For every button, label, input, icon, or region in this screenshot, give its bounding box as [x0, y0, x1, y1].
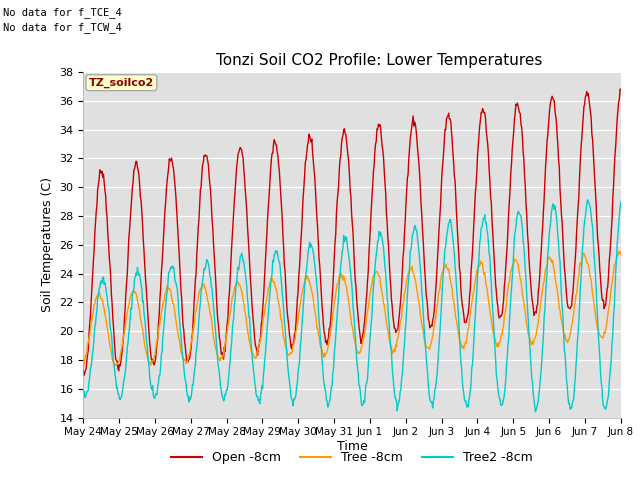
Y-axis label: Soil Temperatures (C): Soil Temperatures (C) [41, 177, 54, 312]
Tree -8cm [308, 292, 316, 298]
Tree2 -8cm [329, 371, 337, 376]
Tree2 -8cm [532, 409, 540, 415]
Tree -8cm [81, 352, 89, 358]
Tree2 -8cm [155, 381, 163, 386]
Line: Tree -8cm: Tree -8cm [83, 251, 621, 369]
Tree -8cm [79, 366, 87, 372]
Text: No data for f_TCE_4: No data for f_TCE_4 [3, 7, 122, 18]
Legend: Open -8cm, Tree -8cm, Tree2 -8cm: Open -8cm, Tree -8cm, Tree2 -8cm [166, 446, 538, 469]
Open -8cm [80, 372, 88, 378]
Open -8cm [479, 106, 486, 111]
Open -8cm [616, 86, 624, 92]
Tree2 -8cm [465, 397, 473, 403]
Tree2 -8cm [617, 199, 625, 205]
X-axis label: Time: Time [337, 440, 367, 453]
Text: No data for f_TCW_4: No data for f_TCW_4 [3, 22, 122, 33]
Open -8cm [83, 366, 90, 372]
Tree -8cm [465, 324, 473, 330]
Open -8cm [466, 293, 474, 299]
Tree2 -8cm [79, 390, 87, 396]
Tree2 -8cm [584, 197, 591, 203]
Open -8cm [310, 158, 317, 164]
Title: Tonzi Soil CO2 Profile: Lower Temperatures: Tonzi Soil CO2 Profile: Lower Temperatur… [216, 53, 542, 68]
Tree2 -8cm [81, 395, 89, 400]
Open -8cm [156, 312, 163, 318]
Tree -8cm [155, 329, 163, 335]
Tree -8cm [617, 251, 625, 257]
Open -8cm [330, 269, 337, 275]
Tree -8cm [478, 260, 486, 265]
Open -8cm [79, 367, 87, 372]
Line: Open -8cm: Open -8cm [83, 89, 621, 375]
Tree -8cm [615, 248, 623, 254]
Tree2 -8cm [308, 246, 316, 252]
Tree2 -8cm [478, 225, 486, 231]
Tree -8cm [329, 311, 337, 317]
Text: TZ_soilco2: TZ_soilco2 [89, 78, 154, 88]
Open -8cm [617, 87, 625, 93]
Line: Tree2 -8cm: Tree2 -8cm [83, 200, 621, 412]
